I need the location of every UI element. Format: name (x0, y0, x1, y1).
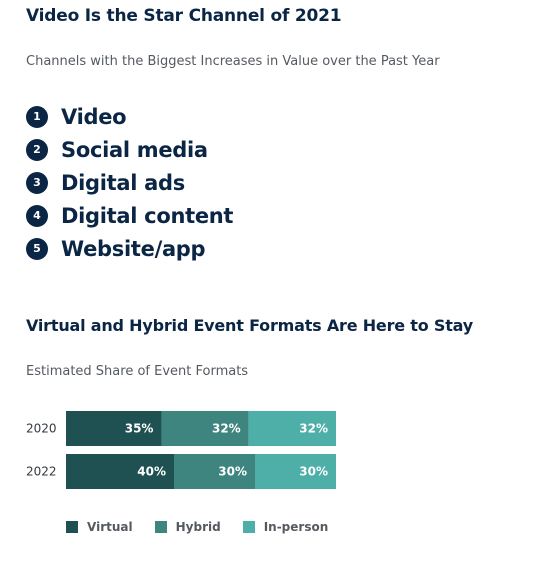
rank-item: 2 Social media (26, 133, 233, 166)
channel-rank-list: 1 Video 2 Social media 3 Digital ads 4 D… (26, 100, 233, 265)
bar-segment-virtual-2022 (66, 454, 174, 489)
bar-segment-hybrid-2020 (161, 411, 249, 446)
rank-number-badge: 3 (26, 171, 48, 194)
bar-segment-virtual-2020 (66, 411, 162, 446)
legend-item-virtual: Virtual (66, 520, 133, 534)
chart-legend: Virtual Hybrid In-person (66, 520, 350, 534)
rank-item: 1 Video (26, 100, 233, 133)
legend-swatch (154, 521, 167, 533)
legend-item-inperson: In-person (242, 520, 329, 534)
section1-subtitle: Channels with the Biggest Increases in V… (26, 54, 440, 69)
rank-label: Digital ads (61, 170, 185, 195)
rank-item: 5 Website/app (26, 232, 233, 265)
data-label-hybrid-2020: 32% (212, 422, 241, 436)
event-format-stacked-bar-chart: 2020 35% 32% 32% 2022 40% 30% 30% (26, 411, 336, 489)
rank-number-badge: 2 (26, 138, 48, 161)
data-label-in-person-2022: 30% (299, 465, 328, 479)
legend-item-hybrid: Hybrid (154, 520, 221, 534)
legend-swatch (66, 521, 78, 533)
bar-segment-hybrid-2022 (174, 454, 255, 489)
rank-item: 4 Digital content (26, 199, 233, 232)
section2-title: Virtual and Hybrid Event Formats Are Her… (26, 316, 474, 335)
section1-title: Video Is the Star Channel of 2021 (26, 6, 342, 26)
data-label-in-person-2020: 32% (299, 422, 328, 436)
rank-number-badge: 4 (26, 204, 48, 227)
legend-label: Virtual (87, 520, 133, 534)
legend-swatch (242, 521, 255, 533)
rank-label: Website/app (61, 236, 206, 261)
rank-item: 3 Digital ads (26, 166, 233, 199)
data-label-virtual-2022: 40% (137, 465, 166, 479)
data-label-virtual-2020: 35% (125, 422, 154, 436)
category-label-2022: 2022 (26, 465, 57, 479)
rank-label: Social media (61, 137, 208, 162)
section2-subtitle: Estimated Share of Event Formats (26, 364, 249, 379)
rank-number-badge: 1 (26, 105, 48, 128)
rank-label: Digital content (61, 203, 234, 228)
category-label-2020: 2020 (26, 422, 57, 436)
rank-number-badge: 5 (26, 237, 48, 260)
rank-label: Video (61, 104, 127, 129)
bar-segment-in-person-2020 (248, 411, 336, 446)
bar-segment-in-person-2022 (255, 454, 336, 489)
legend-label: In-person (263, 520, 329, 534)
legend-label: Hybrid (175, 520, 221, 534)
data-label-hybrid-2022: 30% (218, 465, 247, 479)
